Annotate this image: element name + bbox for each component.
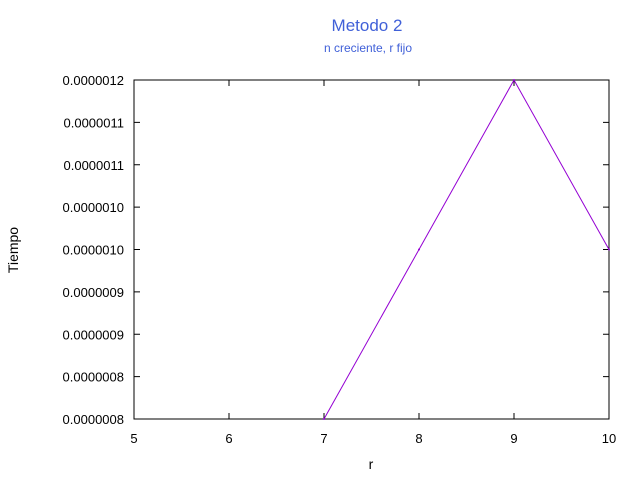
y-tick-label: 0.0000010	[63, 200, 124, 215]
data-point	[418, 248, 420, 251]
x-axis-label: r	[369, 456, 374, 472]
x-tick-label: 6	[225, 431, 232, 446]
x-tick-label: 9	[510, 431, 517, 446]
y-tick-label: 0.0000009	[63, 327, 124, 342]
x-tick-label: 8	[415, 431, 422, 446]
x-tick-label: 7	[320, 431, 327, 446]
y-tick-label: 0.0000009	[63, 285, 124, 300]
plot-area-frame	[133, 79, 610, 420]
x-tick-label: 5	[130, 431, 137, 446]
data-point	[513, 79, 515, 81]
chart-subtitle: n creciente, r fijo	[324, 41, 412, 55]
series-line	[323, 78, 610, 420]
y-axis-label: Tiempo	[5, 227, 21, 273]
data-point	[323, 418, 325, 420]
y-tick-label: 0.0000012	[63, 73, 124, 88]
y-tick-label: 0.0000008	[63, 412, 124, 427]
y-tick-label: 0.0000011	[64, 158, 125, 173]
data-point	[608, 248, 610, 251]
y-tick-label: 0.0000008	[63, 370, 124, 385]
chart-title: Metodo 2	[332, 16, 403, 35]
x-tick-label: 10	[602, 431, 616, 446]
series-layer	[323, 78, 610, 420]
x-axis-ticks: 5 6 7 8 9 10	[130, 80, 616, 446]
y-axis-ticks: 0.0000008 0.0000008 0.0000009 0.0000009 0.00…	[63, 73, 609, 427]
y-tick-label: 0.0000011	[64, 115, 125, 130]
y-tick-label: 0.0000010	[63, 243, 124, 258]
